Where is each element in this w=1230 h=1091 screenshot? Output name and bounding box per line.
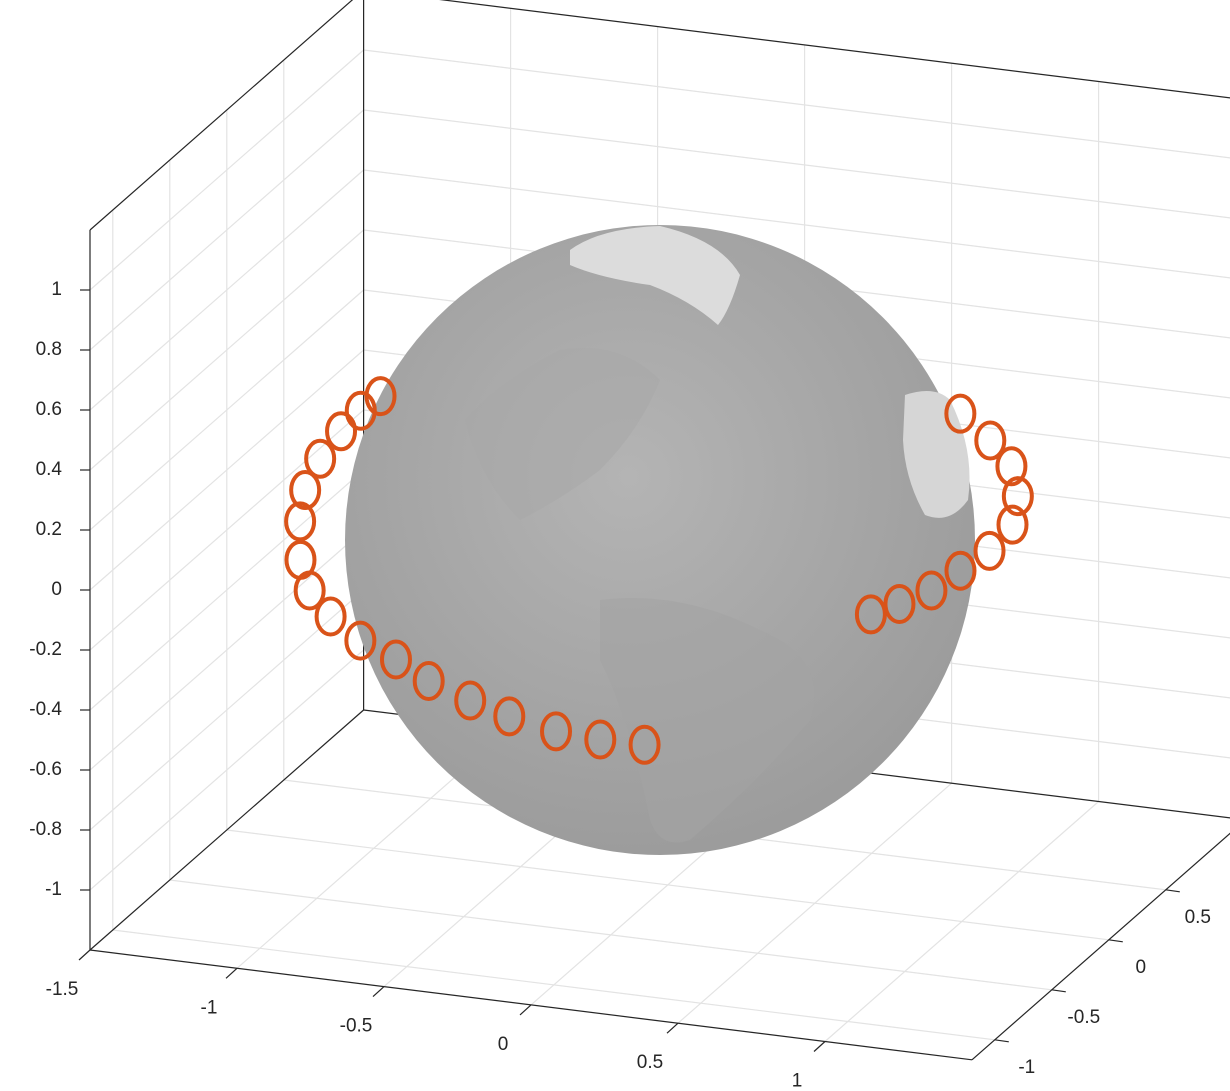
y-tick <box>1166 890 1180 892</box>
globe <box>345 225 975 855</box>
y-tick-label: 0.5 <box>1185 907 1211 928</box>
chart: -1.5 -1 -0.5 0 0.5 1 -1 -0.5 0 0.5 -1 -0.8 -0.6 -0.4 -… <box>0 0 1230 1091</box>
x-tick <box>520 1005 531 1015</box>
axis-line <box>364 0 1230 100</box>
grid-line <box>113 930 995 1040</box>
y-tick <box>995 1040 1009 1042</box>
z-tick-label: 0.2 <box>36 519 62 540</box>
y-tick <box>1109 940 1123 942</box>
grid-line <box>364 50 1230 160</box>
orbit-marker <box>306 441 334 477</box>
orbit-marker <box>976 533 1004 569</box>
orbit-marker <box>327 413 355 449</box>
grid-line <box>364 110 1230 220</box>
x-tick <box>814 1042 825 1052</box>
axis-line <box>972 820 1230 1060</box>
x-tick <box>373 987 384 997</box>
z-tick-label: -1 <box>45 879 62 900</box>
y-tick-label: -0.5 <box>1067 1007 1100 1028</box>
x-tick <box>667 1023 678 1033</box>
x-tick-label: -0.5 <box>340 1016 373 1037</box>
z-tick-label: 0.6 <box>36 399 62 420</box>
y-tick-label: 0 <box>1136 957 1147 978</box>
grid-line <box>170 880 1052 990</box>
orbit-marker <box>286 542 314 578</box>
z-tick-label: -0.4 <box>29 699 62 720</box>
x-tick-label: 1 <box>792 1071 803 1091</box>
z-tick-label: 0.4 <box>36 459 63 480</box>
x-tick-label: 0.5 <box>637 1052 663 1073</box>
z-tick-label: -0.6 <box>29 759 62 780</box>
z-tick-label: 0.8 <box>36 339 62 360</box>
x-tick-label: -1 <box>201 997 218 1018</box>
z-tick-label: 0 <box>51 579 62 600</box>
y-tick <box>1052 990 1066 992</box>
z-tick-label: -0.2 <box>29 639 62 660</box>
z-tick-label: 1 <box>51 279 62 300</box>
x-tick <box>79 950 90 960</box>
x-tick-label: -1.5 <box>46 979 79 1000</box>
x-tick <box>226 968 237 978</box>
z-tick-label: -0.8 <box>29 819 62 840</box>
y-tick-label: -1 <box>1018 1057 1035 1078</box>
x-tick-label: 0 <box>498 1034 509 1055</box>
